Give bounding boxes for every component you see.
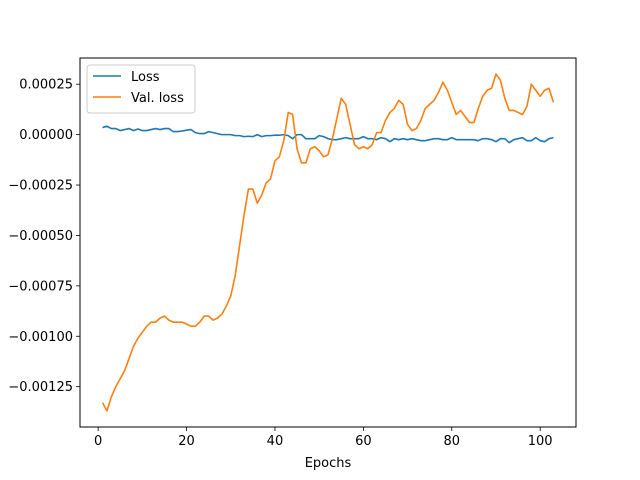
y-tick-label: −0.00025 bbox=[8, 179, 73, 194]
legend-label-val-loss: Val. loss bbox=[131, 91, 184, 106]
y-tick-label: 0.00000 bbox=[19, 128, 73, 143]
y-tick-label: −0.00125 bbox=[8, 380, 73, 395]
axes-frame bbox=[79, 57, 577, 428]
x-tick-label: 100 bbox=[528, 434, 553, 449]
x-axis-label: Epochs bbox=[305, 456, 352, 471]
series-lines bbox=[101, 73, 555, 412]
y-tick-label: −0.00100 bbox=[8, 330, 73, 345]
x-tick-label: 60 bbox=[355, 434, 372, 449]
x-axis-ticks: 0 20 40 60 80 100 bbox=[94, 427, 553, 449]
y-tick-label: −0.00050 bbox=[8, 229, 73, 244]
series-line-loss bbox=[102, 125, 554, 144]
legend-box bbox=[86, 64, 196, 114]
x-tick-label: 80 bbox=[444, 434, 461, 449]
x-tick-label: 0 bbox=[94, 434, 102, 449]
y-tick-label: 0.00025 bbox=[19, 78, 73, 93]
x-tick-label: 40 bbox=[267, 434, 284, 449]
y-tick-label: −0.00075 bbox=[8, 279, 73, 294]
legend: Loss Val. loss bbox=[86, 64, 196, 114]
series-line-val-loss bbox=[101, 73, 555, 412]
legend-label-loss: Loss bbox=[131, 70, 160, 85]
x-tick-label: 20 bbox=[178, 434, 195, 449]
y-axis-ticks: 0.00025 0.00000 −0.00025 −0.00050 −0.00075 −0… bbox=[8, 78, 80, 395]
